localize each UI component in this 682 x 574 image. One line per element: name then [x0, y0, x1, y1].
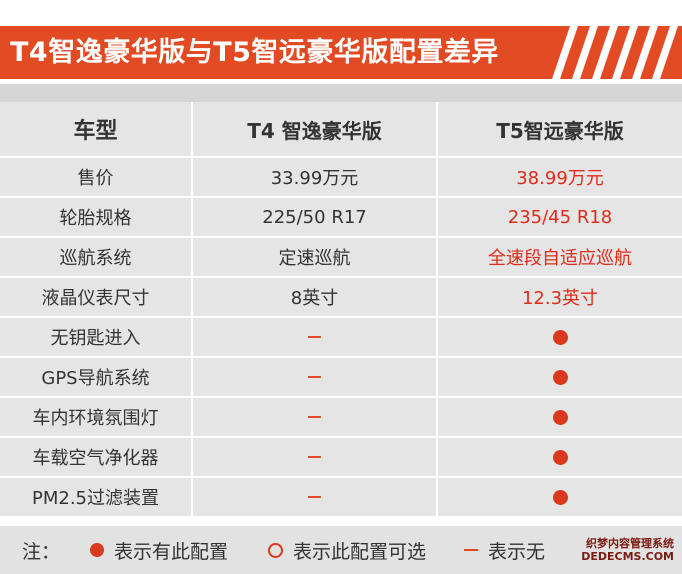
filled-dot-icon	[90, 543, 105, 557]
t5-cell	[438, 478, 682, 516]
hollow-circle-icon	[268, 542, 284, 558]
table-row: 车内环境氛围灯	[0, 398, 682, 438]
filled-dot-icon	[552, 329, 568, 345]
legend-optional: 表示此配置可选	[293, 540, 427, 563]
header-model: 车型	[0, 102, 193, 156]
filled-dot-icon	[552, 369, 568, 385]
t5-value: 全速段自适应巡航	[438, 238, 682, 276]
dash-icon	[308, 456, 321, 458]
t4-cell	[193, 318, 438, 356]
legend-standard: 表示有此配置	[114, 540, 229, 563]
comparison-table: 车型 T4 智逸豪华版 T5智远豪华版 售价 33.99万元 38.99万元 轮胎规格…	[0, 102, 682, 518]
t5-value: 12.3英寸	[438, 278, 682, 316]
row-label: 车内环境氛围灯	[0, 398, 193, 436]
t4-cell	[193, 358, 438, 396]
t4-value: 定速巡航	[193, 238, 438, 276]
legend-note: 注：	[22, 540, 61, 563]
t5-cell	[438, 438, 682, 476]
t5-cell	[438, 318, 682, 356]
filled-dot-icon	[552, 409, 568, 425]
header-t5: T5智远豪华版	[438, 102, 682, 156]
table-row: 车载空气净化器	[0, 438, 682, 478]
decorative-stripes	[552, 26, 678, 79]
page-title: T4智逸豪华版与T5智远豪华版配置差异	[10, 37, 499, 68]
t4-cell	[193, 478, 438, 516]
t5-value: 235/45 R18	[438, 198, 682, 236]
dash-icon	[308, 496, 321, 498]
table-row: PM2.5过滤装置	[0, 478, 682, 518]
row-label: 无钥匙进入	[0, 318, 193, 356]
row-label: 车载空气净化器	[0, 438, 193, 476]
table-row: 液晶仪表尺寸 8英寸 12.3英寸	[0, 278, 682, 318]
table-row: 无钥匙进入	[0, 318, 682, 358]
header-divider	[0, 84, 682, 102]
watermark-line2: DEDECMS.COM	[581, 550, 674, 563]
filled-dot-icon	[552, 489, 568, 505]
legend-none: 表示无	[488, 540, 546, 563]
table-row: 轮胎规格 225/50 R17 235/45 R18	[0, 198, 682, 238]
t5-cell	[438, 358, 682, 396]
row-label: GPS导航系统	[0, 358, 193, 396]
watermark: 织梦内容管理系统 DEDECMS.COM	[554, 537, 674, 563]
legend: 注： 表示有此配置 表示此配置可选 表示无	[0, 526, 682, 574]
t4-cell	[193, 438, 438, 476]
header-t4: T4 智逸豪华版	[193, 102, 438, 156]
title-banner: T4智逸豪华版与T5智远豪华版配置差异	[0, 0, 682, 84]
table-row: 售价 33.99万元 38.99万元	[0, 158, 682, 198]
row-label: 轮胎规格	[0, 198, 193, 236]
t4-value: 8英寸	[193, 278, 438, 316]
dash-icon	[464, 549, 479, 551]
filled-dot-icon	[552, 449, 568, 465]
row-label: 巡航系统	[0, 238, 193, 276]
table-header-row: 车型 T4 智逸豪华版 T5智远豪华版	[0, 102, 682, 158]
t4-value: 33.99万元	[193, 158, 438, 196]
table-row: GPS导航系统	[0, 358, 682, 398]
t5-cell	[438, 398, 682, 436]
watermark-line1: 织梦内容管理系统	[586, 537, 674, 550]
dash-icon	[308, 416, 321, 418]
dash-icon	[308, 376, 321, 378]
dash-icon	[308, 336, 321, 338]
row-label: 液晶仪表尺寸	[0, 278, 193, 316]
row-label: PM2.5过滤装置	[0, 478, 193, 516]
t4-value: 225/50 R17	[193, 198, 438, 236]
row-label: 售价	[0, 158, 193, 196]
t5-value: 38.99万元	[438, 158, 682, 196]
t4-cell	[193, 398, 438, 436]
table-row: 巡航系统 定速巡航 全速段自适应巡航	[0, 238, 682, 278]
